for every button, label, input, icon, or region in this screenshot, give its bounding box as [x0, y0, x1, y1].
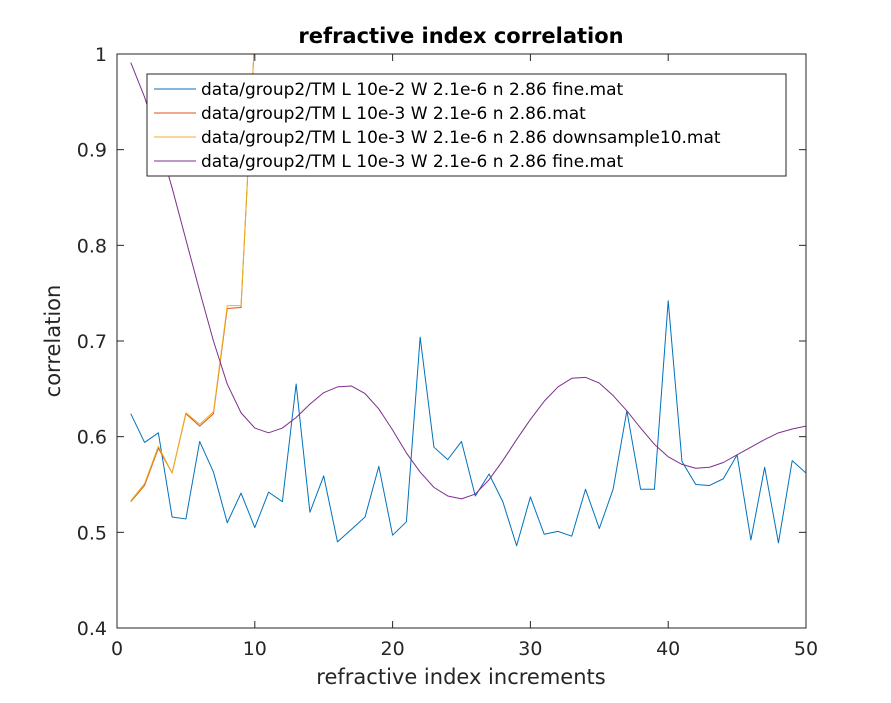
series-layer [130, 54, 806, 547]
y-tick-label: 0.5 [77, 522, 107, 544]
legend-entry-2: data/group2/TM L 10e-3 W 2.1e-6 n 2.86.m… [201, 104, 586, 124]
legend-entry-3: data/group2/TM L 10e-3 W 2.1e-6 n 2.86 d… [201, 128, 721, 148]
x-axis-label: refractive index increments [316, 665, 605, 689]
y-tick-label: 0.8 [77, 235, 107, 257]
legend: data/group2/TM L 10e-2 W 2.1e-6 n 2.86 f… [146, 73, 787, 177]
x-tick-label: 50 [794, 638, 818, 660]
tick-layer: 0 10 20 30 40 50 0.4 0.5 0.6 0.7 0.8 0.9 1 [77, 44, 818, 660]
x-tick-label: 0 [111, 638, 123, 660]
y-axis-label: correlation [41, 285, 65, 398]
series-line-1 [130, 300, 806, 547]
y-tick-label: 0.6 [77, 427, 107, 449]
y-tick-label: 0.7 [77, 331, 107, 353]
y-tick-label: 0.9 [77, 140, 107, 162]
x-tick-label: 10 [243, 638, 267, 660]
x-tick-label: 40 [656, 638, 680, 660]
chart-title: refractive index correlation [298, 24, 623, 48]
y-tick-label: 1 [95, 44, 107, 66]
legend-entry-4: data/group2/TM L 10e-3 W 2.1e-6 n 2.86 f… [201, 152, 624, 172]
legend-entry-1: data/group2/TM L 10e-2 W 2.1e-6 n 2.86 f… [201, 80, 624, 100]
y-tick-label: 0.4 [77, 618, 107, 640]
series-line-3 [130, 54, 255, 502]
series-line-2 [130, 54, 255, 503]
x-tick-label: 30 [518, 638, 542, 660]
series-line-4 [130, 62, 806, 500]
x-tick-label: 20 [381, 638, 405, 660]
legend-box [146, 73, 787, 177]
